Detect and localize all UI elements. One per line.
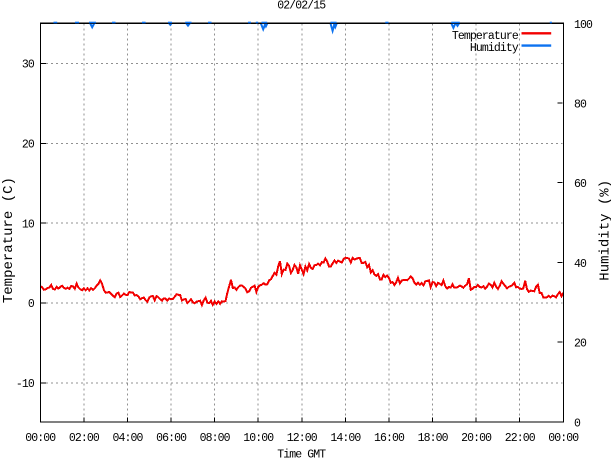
svg-text:Humidity: Humidity (470, 42, 519, 55)
svg-text:16:00: 16:00 (374, 432, 405, 445)
svg-text:Temperature (C): Temperature (C) (1, 177, 17, 303)
svg-text:40: 40 (574, 258, 587, 271)
svg-text:Humidity (%): Humidity (%) (597, 180, 611, 281)
svg-text:22:00: 22:00 (505, 432, 536, 445)
svg-text:12:00: 12:00 (287, 432, 318, 445)
svg-text:20: 20 (22, 138, 35, 151)
svg-text:08:00: 08:00 (200, 432, 231, 445)
svg-text:02/02/15: 02/02/15 (277, 0, 326, 13)
svg-text:14:00: 14:00 (330, 432, 361, 445)
svg-text:-10: -10 (16, 378, 35, 391)
svg-text:0: 0 (574, 418, 581, 431)
svg-text:20:00: 20:00 (461, 432, 492, 445)
svg-text:80: 80 (574, 98, 587, 111)
svg-text:10: 10 (22, 218, 35, 231)
svg-text:Temperature: Temperature (452, 30, 519, 43)
svg-text:02:00: 02:00 (69, 432, 100, 445)
svg-text:20: 20 (574, 338, 587, 351)
svg-text:00:00: 00:00 (548, 432, 579, 445)
svg-text:00:00: 00:00 (25, 432, 56, 445)
svg-text:60: 60 (574, 178, 587, 191)
svg-text:Time GMT: Time GMT (277, 449, 326, 459)
svg-text:30: 30 (22, 59, 35, 72)
svg-text:0: 0 (28, 298, 35, 311)
svg-text:10:00: 10:00 (243, 432, 274, 445)
svg-text:06:00: 06:00 (156, 432, 187, 445)
svg-text:100: 100 (574, 19, 593, 32)
svg-text:04:00: 04:00 (112, 432, 143, 445)
svg-text:18:00: 18:00 (418, 432, 449, 445)
